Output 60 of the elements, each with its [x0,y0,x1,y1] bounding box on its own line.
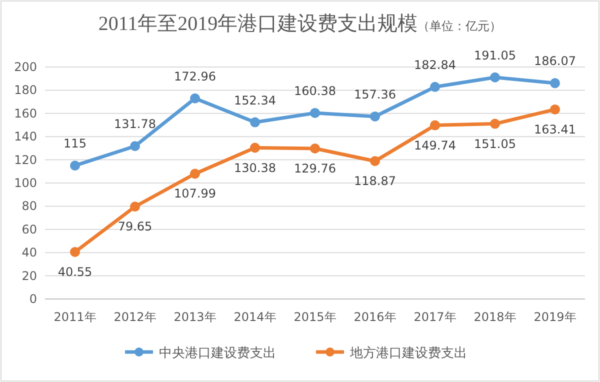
y-tick-label: 100 [14,176,37,190]
x-tick-label: 2012年 [114,310,156,324]
data-label: 107.99 [174,186,216,201]
point [370,111,380,122]
data-label: 130.38 [234,160,276,175]
y-tick-label: 0 [29,292,37,306]
x-tick-label: 2018年 [474,310,516,324]
point [190,93,200,104]
data-label: 186.07 [534,54,576,68]
data-label: 129.76 [294,161,336,176]
x-tick-label: 2016年 [354,310,396,324]
point [250,117,260,128]
legend-label: 中央港口建设费支出 [159,346,276,361]
legend-label: 地方港口建设费支出 [349,345,467,361]
y-tick-label: 140 [14,130,37,144]
point [490,118,500,129]
data-label: 115 [64,136,86,151]
point [70,246,80,257]
chart-title: 2011年至2019年港口建设费支出规模 [98,13,418,35]
data-label: 149.74 [414,138,456,152]
y-tick-label: 40 [22,246,37,260]
data-label: 191.05 [474,48,516,62]
data-label: 160.38 [294,84,336,98]
point [550,78,560,88]
data-label: 151.05 [474,136,516,151]
x-tick-label: 2013年 [174,310,216,324]
y-tick-label: 80 [22,199,37,214]
point [550,104,560,114]
data-label: 131.78 [114,117,156,132]
y-tick-label: 160 [14,106,37,120]
point [70,160,80,171]
x-tick-label: 2015年 [294,310,336,324]
data-label: 118.87 [354,174,396,188]
y-tick-label: 200 [14,60,37,74]
point [250,142,260,153]
point [430,120,440,130]
y-tick-label: 60 [22,222,37,236]
data-label: 152.34 [234,93,276,108]
data-label: 172.96 [174,69,216,84]
point [190,168,200,179]
chart-subtitle: （单位：亿元） [418,19,502,33]
data-label: 40.55 [58,264,92,279]
y-tick-label: 20 [22,268,37,283]
point [130,202,140,212]
point [130,141,140,152]
point [490,72,500,82]
data-label: 182.84 [414,58,456,72]
data-label: 79.65 [118,220,152,234]
y-tick-label: 120 [14,152,37,167]
data-label: 157.36 [354,87,396,102]
data-label: 163.41 [534,122,576,136]
point [370,156,380,166]
y-tick-label: 180 [14,83,37,98]
x-tick-label: 2019年 [534,310,576,324]
point [310,143,320,154]
x-tick-label: 2017年 [414,310,456,324]
x-tick-label: 2011年 [54,310,96,324]
point [430,82,440,92]
point [310,108,320,118]
x-tick-label: 2014年 [234,310,276,324]
